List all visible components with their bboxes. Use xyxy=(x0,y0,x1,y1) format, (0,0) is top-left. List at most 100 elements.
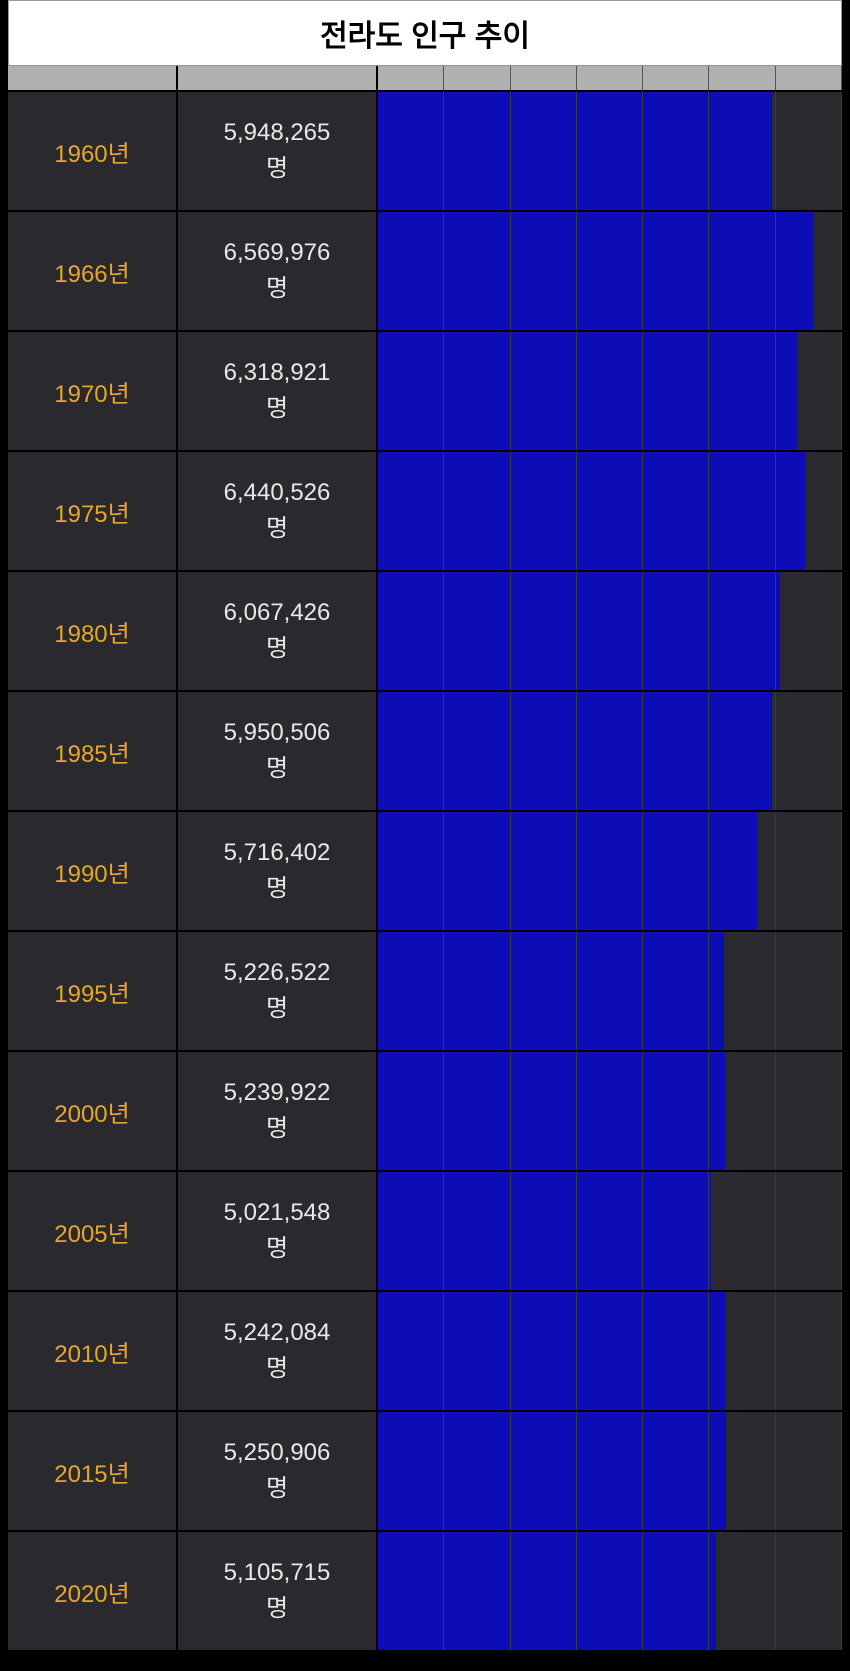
value-suffix: 명 xyxy=(266,1351,288,1387)
table-row: 2015년5,250,906명 xyxy=(8,1412,842,1532)
header-row xyxy=(8,66,842,92)
value-number: 5,950,506 xyxy=(224,715,331,751)
year-cell: 2000년 xyxy=(8,1052,178,1170)
value-suffix: 명 xyxy=(266,1111,288,1147)
bar-cell xyxy=(378,1052,842,1170)
value-cell: 5,105,715명 xyxy=(178,1532,378,1650)
value-suffix: 명 xyxy=(266,391,288,427)
year-cell: 2020년 xyxy=(8,1532,178,1650)
bar xyxy=(378,1532,716,1650)
grid-line xyxy=(776,572,842,690)
table-row: 1960년5,948,265명 xyxy=(8,92,842,212)
bar xyxy=(378,692,772,810)
grid-line xyxy=(776,932,842,1050)
value-suffix: 명 xyxy=(266,991,288,1027)
value-cell: 5,226,522명 xyxy=(178,932,378,1050)
chart-title: 전라도 인구 추이 xyxy=(8,0,842,66)
value-cell: 5,021,548명 xyxy=(178,1172,378,1290)
value-number: 5,226,522 xyxy=(224,955,331,991)
value-number: 6,569,976 xyxy=(224,235,331,271)
value-cell: 6,318,921명 xyxy=(178,332,378,450)
bar-cell xyxy=(378,692,842,810)
header-tick xyxy=(709,66,775,90)
bar xyxy=(378,452,805,570)
table-row: 1990년5,716,402명 xyxy=(8,812,842,932)
bar xyxy=(378,92,772,210)
value-cell: 5,950,506명 xyxy=(178,692,378,810)
value-number: 5,250,906 xyxy=(224,1435,331,1471)
year-cell: 1980년 xyxy=(8,572,178,690)
value-cell: 6,067,426명 xyxy=(178,572,378,690)
value-suffix: 명 xyxy=(266,631,288,667)
year-cell: 2015년 xyxy=(8,1412,178,1530)
bar-cell xyxy=(378,572,842,690)
value-cell: 5,242,084명 xyxy=(178,1292,378,1410)
grid-line xyxy=(776,1532,842,1650)
year-cell: 1975년 xyxy=(8,452,178,570)
year-cell: 1990년 xyxy=(8,812,178,930)
table-row: 1970년6,318,921명 xyxy=(8,332,842,452)
value-suffix: 명 xyxy=(266,511,288,547)
year-cell: 1970년 xyxy=(8,332,178,450)
value-number: 6,067,426 xyxy=(224,595,331,631)
header-tick xyxy=(444,66,510,90)
table-row: 1975년6,440,526명 xyxy=(8,452,842,572)
bar-cell xyxy=(378,1172,842,1290)
value-number: 6,440,526 xyxy=(224,475,331,511)
header-tick xyxy=(577,66,643,90)
value-number: 5,239,922 xyxy=(224,1075,331,1111)
year-cell: 1960년 xyxy=(8,92,178,210)
bar-cell xyxy=(378,932,842,1050)
year-cell: 2005년 xyxy=(8,1172,178,1290)
table-row: 1985년5,950,506명 xyxy=(8,692,842,812)
chart-container: 전라도 인구 추이 1960년5,948,265명1966년6,569,976명… xyxy=(0,0,850,1671)
table-row: 1995년5,226,522명 xyxy=(8,932,842,1052)
year-cell: 1995년 xyxy=(8,932,178,1050)
grid-line xyxy=(776,812,842,930)
value-cell: 5,239,922명 xyxy=(178,1052,378,1170)
header-tick xyxy=(511,66,577,90)
value-suffix: 명 xyxy=(266,871,288,907)
grid-line xyxy=(776,1412,842,1530)
header-tick xyxy=(643,66,709,90)
grid-line xyxy=(776,1052,842,1170)
value-number: 5,242,084 xyxy=(224,1315,331,1351)
header-tick xyxy=(776,66,842,90)
header-year-col xyxy=(8,66,178,90)
grid-line xyxy=(709,1532,775,1650)
grid-line xyxy=(776,1292,842,1410)
value-number: 5,021,548 xyxy=(224,1195,331,1231)
table-row: 1966년6,569,976명 xyxy=(8,212,842,332)
value-suffix: 명 xyxy=(266,1591,288,1627)
bar-cell xyxy=(378,1532,842,1650)
bar xyxy=(378,932,724,1050)
table-row: 2010년5,242,084명 xyxy=(8,1292,842,1412)
year-cell: 2010년 xyxy=(8,1292,178,1410)
header-bar-col xyxy=(378,66,842,90)
header-tick xyxy=(378,66,444,90)
grid-line xyxy=(776,1172,842,1290)
value-suffix: 명 xyxy=(266,1231,288,1267)
table-row: 2020년5,105,715명 xyxy=(8,1532,842,1652)
value-cell: 5,716,402명 xyxy=(178,812,378,930)
bar xyxy=(378,1052,725,1170)
bar xyxy=(378,572,780,690)
year-cell: 1966년 xyxy=(8,212,178,330)
data-rows: 1960년5,948,265명1966년6,569,976명1970년6,318… xyxy=(8,92,842,1652)
value-cell: 6,440,526명 xyxy=(178,452,378,570)
table-row: 2005년5,021,548명 xyxy=(8,1172,842,1292)
bar-cell xyxy=(378,452,842,570)
year-cell: 1985년 xyxy=(8,692,178,810)
value-cell: 6,569,976명 xyxy=(178,212,378,330)
grid-line xyxy=(776,692,842,810)
bar xyxy=(378,212,813,330)
value-cell: 5,250,906명 xyxy=(178,1412,378,1530)
bar xyxy=(378,1412,726,1530)
bar-cell xyxy=(378,332,842,450)
bar xyxy=(378,812,757,930)
bar xyxy=(378,1292,725,1410)
value-number: 5,716,402 xyxy=(224,835,331,871)
value-number: 6,318,921 xyxy=(224,355,331,391)
value-number: 5,948,265 xyxy=(224,115,331,151)
bar xyxy=(378,332,797,450)
